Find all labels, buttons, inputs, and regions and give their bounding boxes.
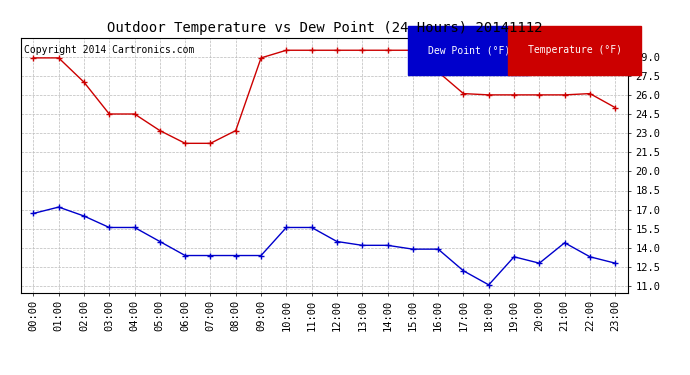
Text: Dew Point (°F): Dew Point (°F) [428, 45, 510, 55]
Text: Temperature (°F): Temperature (°F) [528, 45, 622, 55]
Title: Outdoor Temperature vs Dew Point (24 Hours) 20141112: Outdoor Temperature vs Dew Point (24 Hou… [106, 21, 542, 35]
Text: Copyright 2014 Cartronics.com: Copyright 2014 Cartronics.com [23, 45, 194, 55]
